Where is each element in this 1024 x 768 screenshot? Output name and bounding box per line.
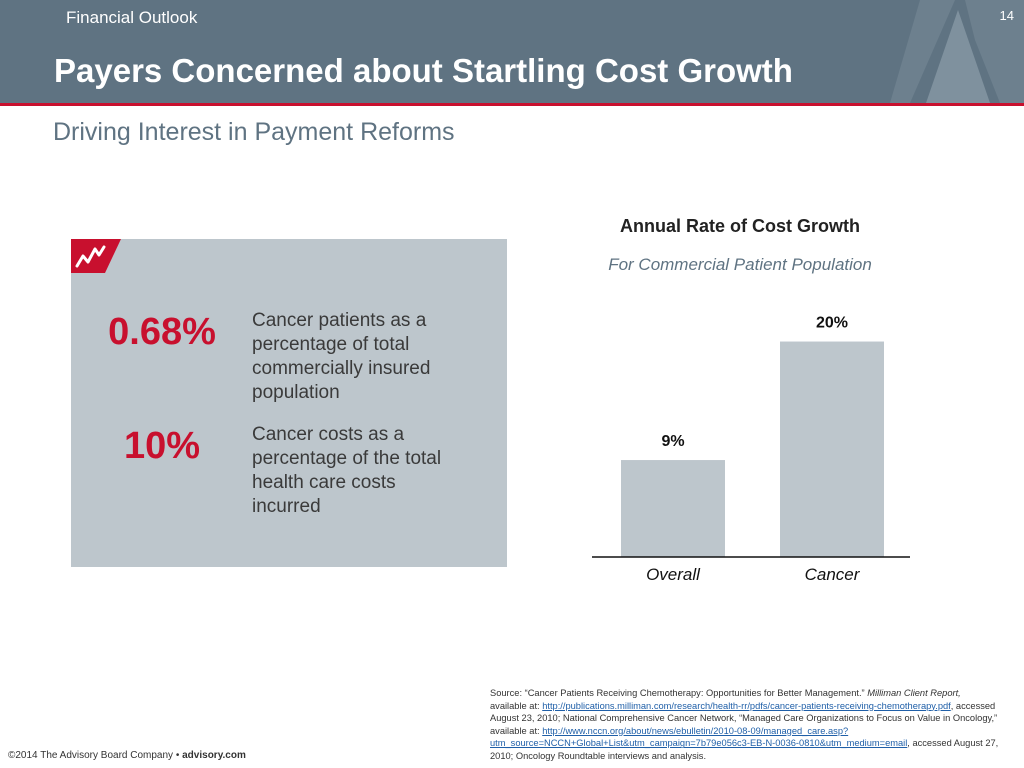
bar-overall <box>621 460 725 557</box>
slide-title: Payers Concerned about Startling Cost Gr… <box>54 52 793 89</box>
source-publication: Milliman Client Report, <box>867 688 961 698</box>
cost-growth-bar-chart: 9% Overall 20% Cancer <box>592 315 910 584</box>
source-link-nccn[interactable]: http://www.nccn.org/about/news/ebulletin… <box>490 725 908 749</box>
stats-panel: 0.68% Cancer patients as a percentage of… <box>71 239 507 567</box>
header-divider <box>0 103 1024 106</box>
data-label-cancer: 20% <box>816 315 848 332</box>
bar-cancer <box>780 341 884 557</box>
source-end-text: , accessed August 27, 2010; Oncology Rou… <box>490 738 999 761</box>
source-note: Source: “Cancer Patients Receiving Chemo… <box>490 687 1000 763</box>
section-label: Financial Outlook <box>66 8 198 27</box>
stat-value-cost-share: 10% <box>123 425 201 467</box>
source-available-text: available at: <box>490 700 543 711</box>
page-number: 14 <box>999 8 1014 23</box>
advisory-board-logo-mark <box>890 0 1024 103</box>
source-link-milliman[interactable]: http://publications.milliman.com/researc… <box>542 700 951 711</box>
header-bar: Financial Outlook 14 Payers Concerned ab… <box>0 0 1024 103</box>
chart-subtitle: For Commercial Patient Population <box>608 255 872 274</box>
stat-description-insured-share: Cancer patients as a percentage of total… <box>252 310 431 403</box>
data-label-overall: 9% <box>661 433 684 450</box>
footer-site-link[interactable]: advisory.com <box>182 750 246 761</box>
slide-subtitle: Driving Interest in Payment Reforms <box>53 118 455 146</box>
source-middle-text: , accessed August 23, 2010; National Com… <box>490 700 998 736</box>
footer: ©2014 The Advisory Board Company • advis… <box>8 750 246 761</box>
chart-title: Annual Rate of Cost Growth <box>620 216 860 236</box>
stat-description-cost-share: Cancer costs as a percentage of the tota… <box>252 424 442 517</box>
footer-copyright: ©2014 The Advisory Board Company • <box>8 750 183 761</box>
category-label-overall: Overall <box>646 565 701 584</box>
stat-value-insured-share: 0.68% <box>108 311 216 353</box>
trend-up-icon <box>71 239 121 273</box>
category-label-cancer: Cancer <box>805 565 861 584</box>
source-prefix: Source: “Cancer Patients Receiving Chemo… <box>490 688 868 698</box>
